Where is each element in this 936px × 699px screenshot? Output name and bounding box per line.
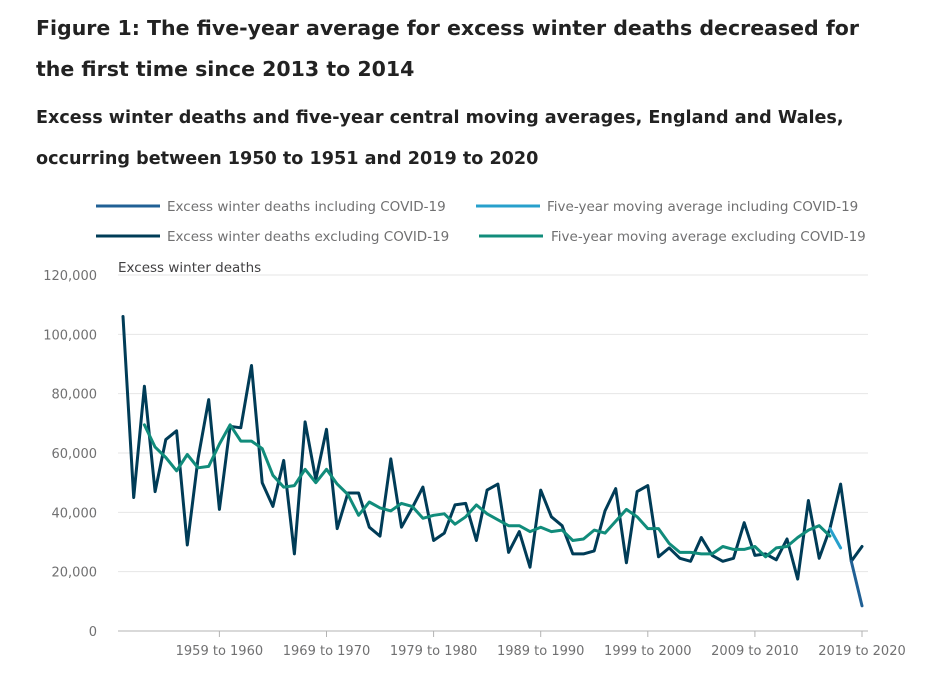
y-tick-label: 120,000 bbox=[43, 269, 97, 284]
chart-series bbox=[121, 315, 864, 608]
y-axis: 0 20,000 40,000 60,000 80,000 100,000 120,000 bbox=[43, 269, 97, 640]
x-tick-label: 2009 to 2010 bbox=[711, 644, 798, 659]
legend-label: Excess winter deaths excluding COVID-19 bbox=[167, 229, 449, 245]
figure-subtitle: Excess winter deaths and five-year centr… bbox=[36, 108, 844, 169]
series-line-3 bbox=[142, 423, 832, 559]
series-line-0 bbox=[849, 559, 864, 608]
x-tick-label: 1989 to 1990 bbox=[497, 644, 584, 659]
legend-label: Five-year moving average excluding COVID… bbox=[551, 229, 866, 245]
figure-title: Figure 1: The five-year average for exce… bbox=[36, 16, 859, 81]
y-tick-label: 100,000 bbox=[43, 328, 97, 343]
x-axis: 1959 to 1960 1969 to 1970 1979 to 1980 1989… bbox=[176, 631, 906, 659]
x-tick-label: 1959 to 1960 bbox=[176, 644, 263, 659]
y-axis-label: Excess winter deaths bbox=[118, 260, 261, 276]
y-tick-label: 20,000 bbox=[52, 566, 98, 581]
series-line-1 bbox=[828, 527, 843, 550]
y-tick-label: 80,000 bbox=[52, 388, 98, 403]
x-tick-label: 1979 to 1980 bbox=[390, 644, 477, 659]
y-tick-label: 0 bbox=[89, 625, 97, 640]
y-tick-label: 40,000 bbox=[52, 506, 98, 521]
y-tick-label: 60,000 bbox=[52, 447, 98, 462]
x-tick-label: 1999 to 2000 bbox=[604, 644, 691, 659]
series-line-2 bbox=[121, 315, 864, 581]
x-tick-label: 2019 to 2020 bbox=[818, 644, 905, 659]
legend-label: Excess winter deaths including COVID-19 bbox=[167, 199, 446, 215]
x-tick-label: 1969 to 1970 bbox=[283, 644, 370, 659]
legend-label: Five-year moving average including COVID… bbox=[547, 199, 858, 215]
chart-legend: Excess winter deaths including COVID-19 F… bbox=[96, 199, 866, 245]
chart-grid bbox=[118, 274, 868, 632]
